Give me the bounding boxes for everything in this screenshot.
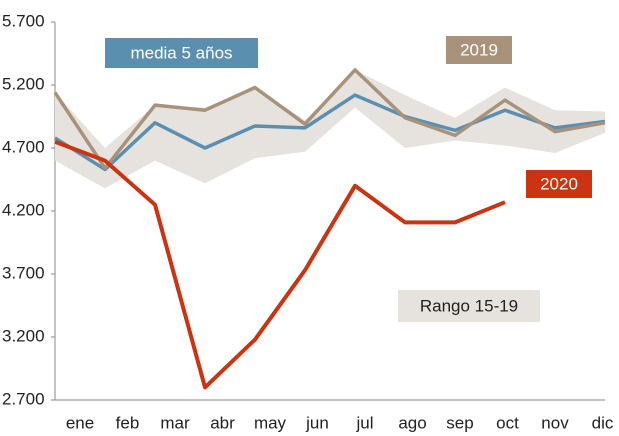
x-tick-label: nov [541,413,569,432]
x-tick-label: jul [355,413,373,432]
x-tick-label: oct [496,413,519,432]
y-tick-label: 2.700 [2,389,45,408]
x-tick-label: abr [210,413,235,432]
x-tick-label: mar [160,413,190,432]
x-tick-label: dic [592,413,614,432]
x-tick-label: jun [305,413,329,432]
x-tick-label: sep [446,413,473,432]
series-line [53,68,606,170]
legend-box [446,36,512,64]
legend-box [398,290,540,322]
y-tick-label: 4.200 [2,200,45,219]
legend-box [105,38,258,68]
legend-label: 2020 [540,174,578,193]
series-line [54,139,506,390]
x-tick-label: feb [116,413,140,432]
y-tick-label: 4.700 [2,137,45,156]
legend-box [526,170,592,198]
y-tick-label: 5.200 [2,74,45,93]
legend-label: media 5 años [130,43,232,62]
legend-label: 2019 [460,40,498,59]
y-tick-label: 5.700 [2,11,45,30]
x-tick-label: may [254,413,287,432]
x-tick-label: ene [66,413,94,432]
range-band [55,69,605,189]
x-tick-label: ago [398,413,426,432]
y-tick-label: 3.700 [2,263,45,282]
series-line [54,93,606,172]
y-tick-label: 3.200 [2,326,45,345]
legend-label: Rango 15-19 [420,296,518,315]
